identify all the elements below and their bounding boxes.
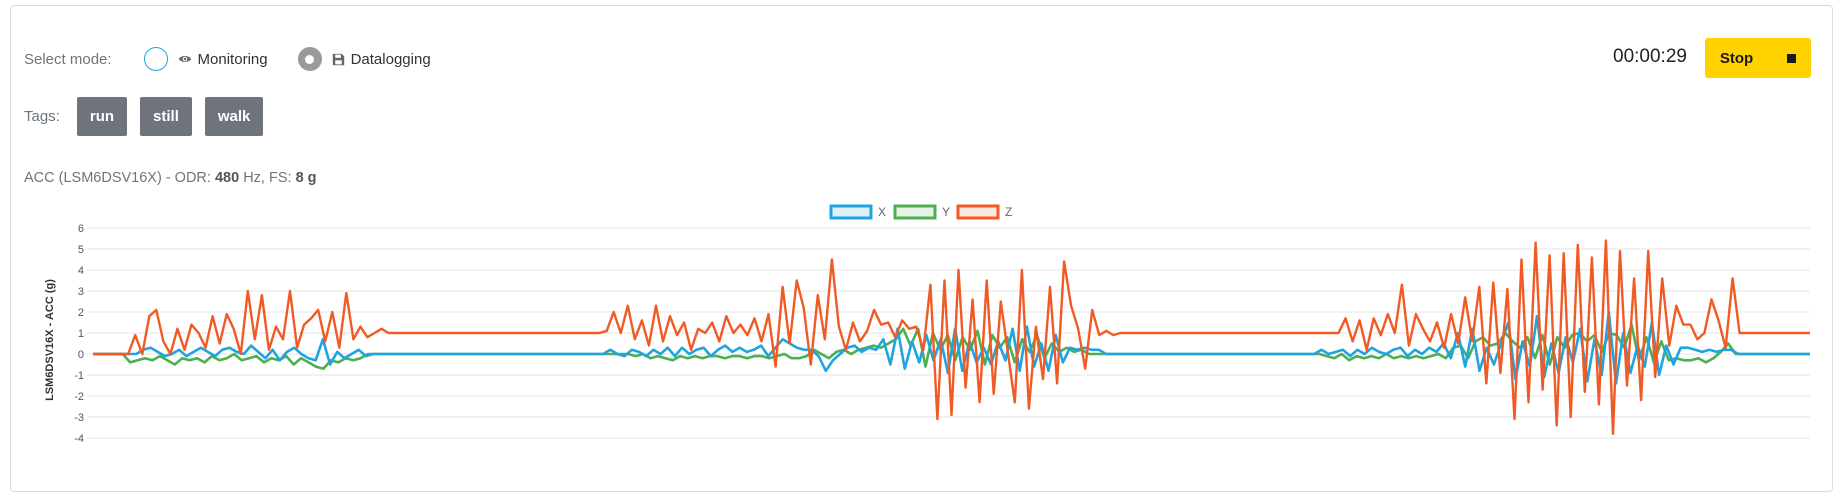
y-axis-ticks: -4 -3 -2 -1 0 1 2 3 4 5 6 [74, 223, 84, 445]
legend-swatch-y [893, 204, 937, 220]
chart-grid [87, 227, 1810, 439]
tags-row: Tags: run still walk [24, 97, 276, 136]
legend-item-z: Z [956, 204, 1012, 220]
series-line-x [93, 310, 1810, 385]
legend-item-y: Y [893, 204, 950, 220]
monitoring-label: Monitoring [197, 50, 268, 68]
mode-selector: Select mode: Monitoring Datalogging [24, 42, 461, 76]
stop-label: Stop [1719, 49, 1754, 67]
legend-swatch-z [956, 204, 1000, 220]
y-tick-label: -4 [74, 433, 84, 445]
eye-icon [178, 52, 192, 66]
datalogging-radio[interactable] [297, 47, 322, 71]
y-axis-label: LSM6DSV16X - ACC (g) [44, 279, 56, 401]
monitoring-option[interactable]: Monitoring [178, 51, 268, 68]
tags-label: Tags: [24, 108, 60, 125]
legend-label-z: Z [1005, 205, 1012, 219]
y-tick-label: 0 [78, 349, 84, 361]
datalogging-option[interactable]: Datalogging [332, 51, 431, 68]
tag-walk-button[interactable]: walk [204, 97, 264, 136]
stop-square-icon [1787, 53, 1797, 63]
elapsed-timer: 00:00:29 [1613, 46, 1687, 67]
y-tick-label: -2 [74, 391, 84, 403]
floppy-disk-icon [332, 53, 345, 66]
sensor-mid: Hz, FS: [239, 170, 296, 186]
mode-label: Select mode: [24, 50, 112, 68]
y-tick-label: -3 [74, 412, 84, 424]
y-tick-label: 4 [78, 265, 84, 277]
legend-swatch-x [829, 204, 873, 220]
tag-still-button[interactable]: still [140, 97, 192, 136]
y-tick-label: 2 [78, 307, 84, 319]
chart-series [93, 239, 1810, 435]
chart-legend: X Y Z [829, 204, 1012, 220]
y-tick-label: 1 [78, 328, 84, 340]
stop-button[interactable]: Stop [1705, 38, 1811, 78]
y-tick-label: -1 [74, 370, 84, 382]
sensor-odr: 480 [214, 170, 240, 186]
y-tick-label: 5 [78, 244, 84, 256]
datalogging-label: Datalogging [350, 50, 431, 68]
legend-label-x: X [878, 205, 886, 219]
sensor-prefix: ACC (LSM6DSV16X) - ODR: [24, 170, 215, 186]
legend-item-x: X [829, 204, 886, 220]
series-line-z [93, 239, 1810, 435]
y-tick-label: 3 [78, 286, 84, 298]
legend-label-y: Y [942, 205, 950, 219]
sensor-fs: 8 g [295, 170, 317, 186]
sensor-title: ACC (LSM6DSV16X) - ODR: 480 Hz, FS: 8 g [24, 170, 317, 186]
y-tick-label: 6 [78, 223, 84, 235]
tag-run-button[interactable]: run [76, 97, 128, 136]
monitoring-radio[interactable] [143, 47, 168, 71]
